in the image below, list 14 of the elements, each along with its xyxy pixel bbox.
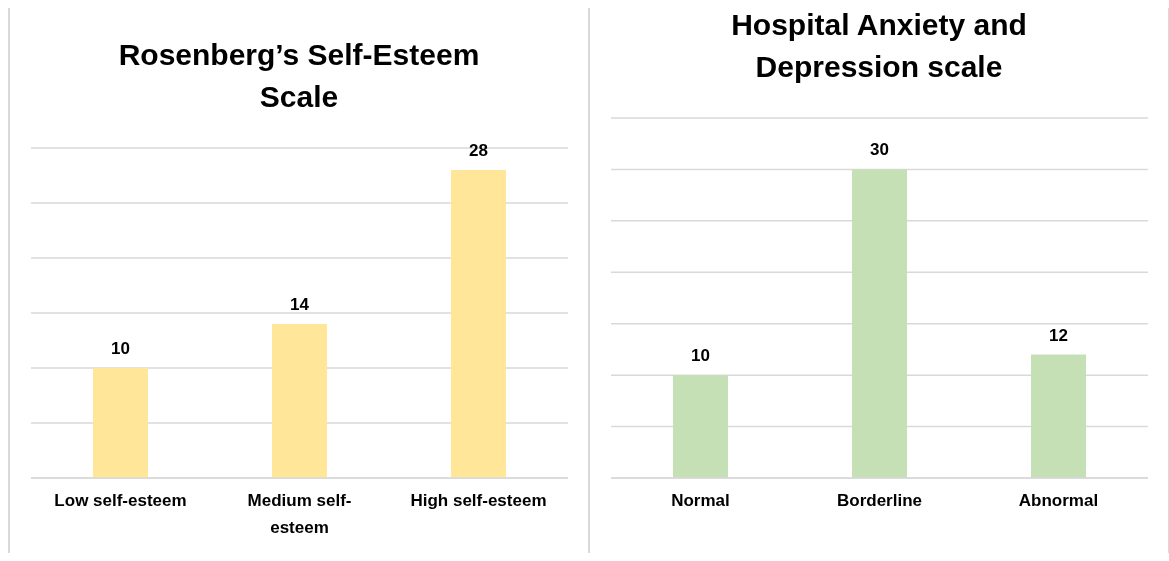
data-label: 14 xyxy=(290,295,310,314)
x-tick-label: Borderline xyxy=(836,491,923,510)
chart-title: Hospital Anxiety and Depression scale xyxy=(730,8,1028,85)
x-tick-label: Abnormal xyxy=(1018,491,1099,510)
x-tick-label: Normal xyxy=(671,491,730,510)
chart-title: Rosenberg’s Self-Esteem Scale xyxy=(117,37,481,115)
x-tick-label: Low self-esteem xyxy=(54,491,187,510)
x-tick-label: High self-esteem xyxy=(410,491,547,510)
x-tick-label: Medium self-esteem xyxy=(247,491,352,537)
data-label: 12 xyxy=(1049,325,1068,345)
data-label: 10 xyxy=(691,346,710,366)
data-label: 10 xyxy=(111,339,130,358)
data-label: 28 xyxy=(469,141,488,160)
data-label: 30 xyxy=(870,140,889,160)
